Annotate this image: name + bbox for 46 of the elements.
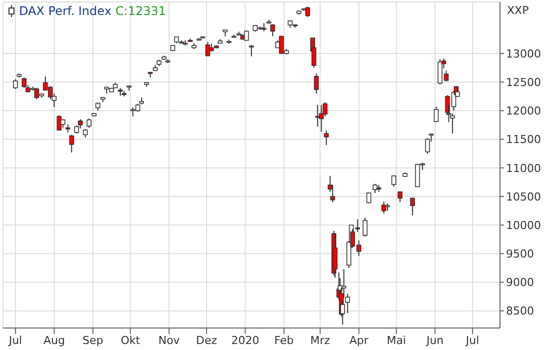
candlestick bbox=[69, 134, 74, 153]
x-tick-label: Mrz bbox=[310, 334, 330, 347]
y-axis-title: XXP bbox=[507, 4, 529, 17]
y-tick-label: 8500 bbox=[506, 304, 534, 318]
candlestick bbox=[410, 198, 415, 216]
x-tick-label: Jul bbox=[464, 334, 480, 347]
candlestick bbox=[324, 130, 329, 146]
candlestick bbox=[86, 118, 92, 128]
candlestick bbox=[315, 104, 320, 128]
y-tick-label: 13000 bbox=[506, 47, 541, 60]
y-tick-label: 11500 bbox=[506, 133, 541, 146]
candlestick bbox=[314, 72, 319, 94]
x-tick-label: Apr bbox=[349, 334, 369, 347]
candlestick bbox=[318, 104, 324, 132]
candlestick bbox=[372, 183, 378, 194]
candlestick bbox=[332, 232, 338, 278]
x-tick-label: Sep bbox=[82, 334, 104, 347]
x-tick-label: 2020 bbox=[231, 334, 260, 347]
x-tick-label: Jul bbox=[8, 334, 22, 347]
y-tick-label: 10500 bbox=[506, 190, 541, 204]
x-tick-label: Mai bbox=[386, 334, 406, 347]
candlestick bbox=[305, 6, 310, 18]
candlestick bbox=[434, 106, 439, 123]
x-tick-label: Dez bbox=[196, 334, 218, 347]
x-tick-label: Jun bbox=[425, 334, 444, 347]
y-tick-label: 12500 bbox=[506, 76, 541, 89]
x-tick-label: Nov bbox=[158, 334, 180, 347]
candlestick bbox=[425, 138, 430, 154]
y-tick-label: 10000 bbox=[506, 218, 541, 232]
candlestick bbox=[244, 30, 249, 41]
candlestick bbox=[56, 114, 62, 132]
y-tick-label: 11000 bbox=[506, 162, 541, 175]
candlestick bbox=[13, 78, 18, 90]
candlestick bbox=[249, 44, 254, 57]
candlestick bbox=[78, 118, 83, 129]
candlestick bbox=[362, 217, 368, 237]
x-tick-label: Okt bbox=[120, 334, 141, 347]
x-tick-label: Aug bbox=[43, 334, 65, 347]
x-tick-label: Feb bbox=[274, 334, 294, 347]
y-tick-label: 12000 bbox=[506, 104, 541, 118]
y-tick-label: 9000 bbox=[506, 276, 534, 290]
y-tick-label: 9500 bbox=[506, 248, 534, 261]
chart-subtitle: C:12331 bbox=[115, 4, 166, 18]
candlestick bbox=[22, 76, 27, 88]
chart-title: DAX Perf. Index bbox=[19, 4, 112, 18]
candlestick bbox=[270, 24, 276, 37]
